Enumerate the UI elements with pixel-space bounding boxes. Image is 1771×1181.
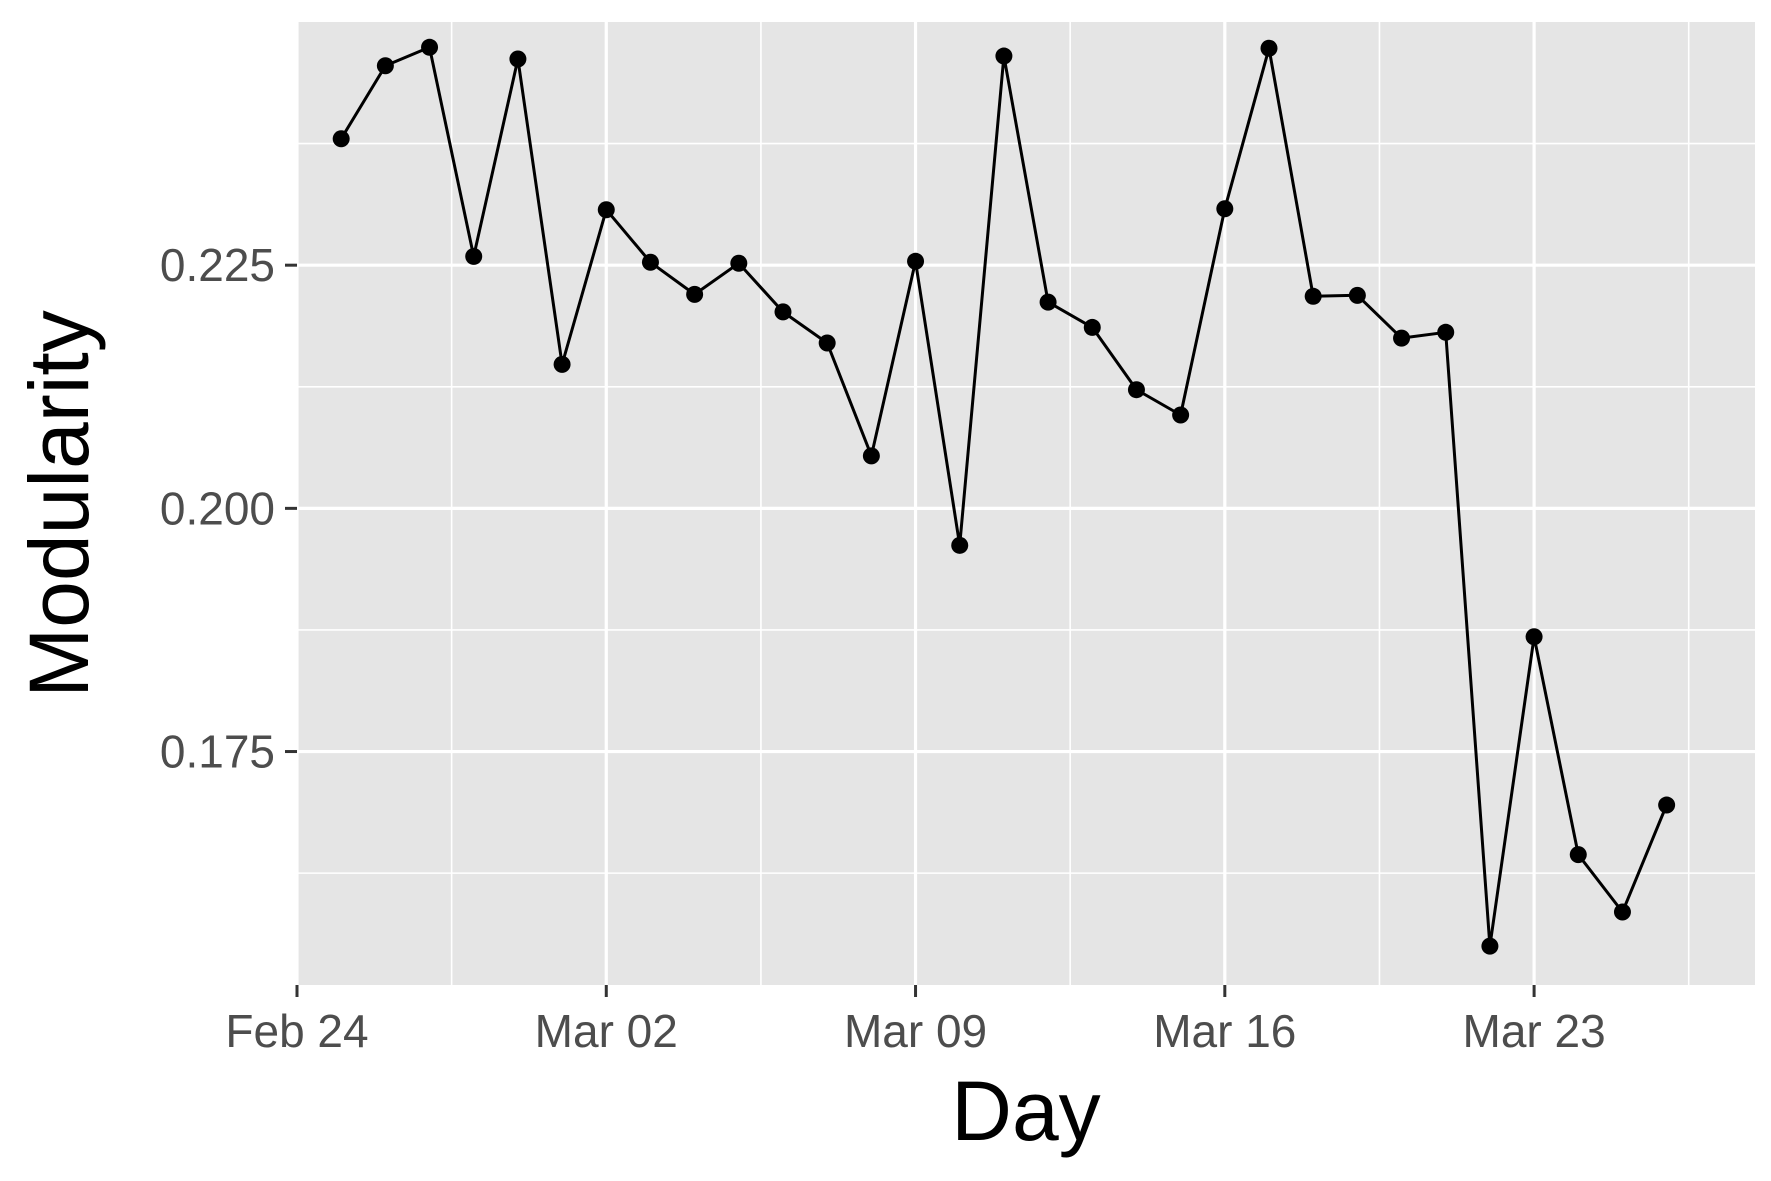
y-axis-title: Modularity — [12, 310, 106, 697]
panel-background — [297, 22, 1755, 985]
data-point — [995, 47, 1013, 65]
y-tick-label: 0.225 — [160, 239, 275, 291]
x-axis-tick-labels: Feb 24 Mar 02 Mar 09 Mar 16 Mar 23 — [225, 1005, 1605, 1057]
data-point — [1083, 318, 1101, 336]
x-tick-label: Mar 16 — [1153, 1005, 1296, 1057]
x-tick-label: Mar 02 — [535, 1005, 678, 1057]
data-point — [421, 38, 439, 56]
data-point — [774, 303, 792, 321]
data-point — [1658, 796, 1676, 814]
x-tick-label: Feb 24 — [225, 1005, 368, 1057]
data-point — [1613, 903, 1631, 921]
data-point — [1525, 628, 1543, 646]
data-point — [1172, 406, 1190, 424]
data-point — [1481, 937, 1499, 955]
y-axis-tick-labels: 0.175 0.200 0.225 — [160, 239, 275, 777]
data-point — [332, 130, 350, 148]
data-point — [686, 285, 704, 303]
modularity-series — [332, 38, 1676, 955]
data-point — [1393, 329, 1411, 347]
y-tick-label: 0.200 — [160, 482, 275, 534]
x-tick-label: Mar 09 — [844, 1005, 987, 1057]
data-point — [553, 355, 571, 373]
data-point — [509, 50, 527, 68]
x-tick-label: Mar 23 — [1463, 1005, 1606, 1057]
data-point — [862, 447, 880, 465]
minor-gridlines — [297, 22, 1755, 985]
data-point — [818, 334, 836, 352]
data-point — [465, 247, 483, 265]
data-point — [730, 254, 748, 272]
data-point — [1216, 200, 1234, 218]
data-point — [1348, 286, 1366, 304]
y-tick-label: 0.175 — [160, 726, 275, 778]
data-point — [1569, 846, 1587, 864]
x-axis-title: Day — [951, 1064, 1100, 1158]
data-point — [1437, 323, 1455, 341]
data-point — [641, 253, 659, 271]
data-point — [1260, 39, 1278, 57]
data-point — [1039, 293, 1057, 311]
data-point — [1127, 381, 1145, 399]
axis-ticks — [285, 263, 1536, 997]
data-point — [907, 252, 925, 270]
data-point — [1304, 287, 1322, 305]
data-point — [597, 201, 615, 219]
data-point — [376, 57, 394, 75]
major-gridlines — [295, 22, 1755, 985]
data-point — [951, 536, 969, 554]
